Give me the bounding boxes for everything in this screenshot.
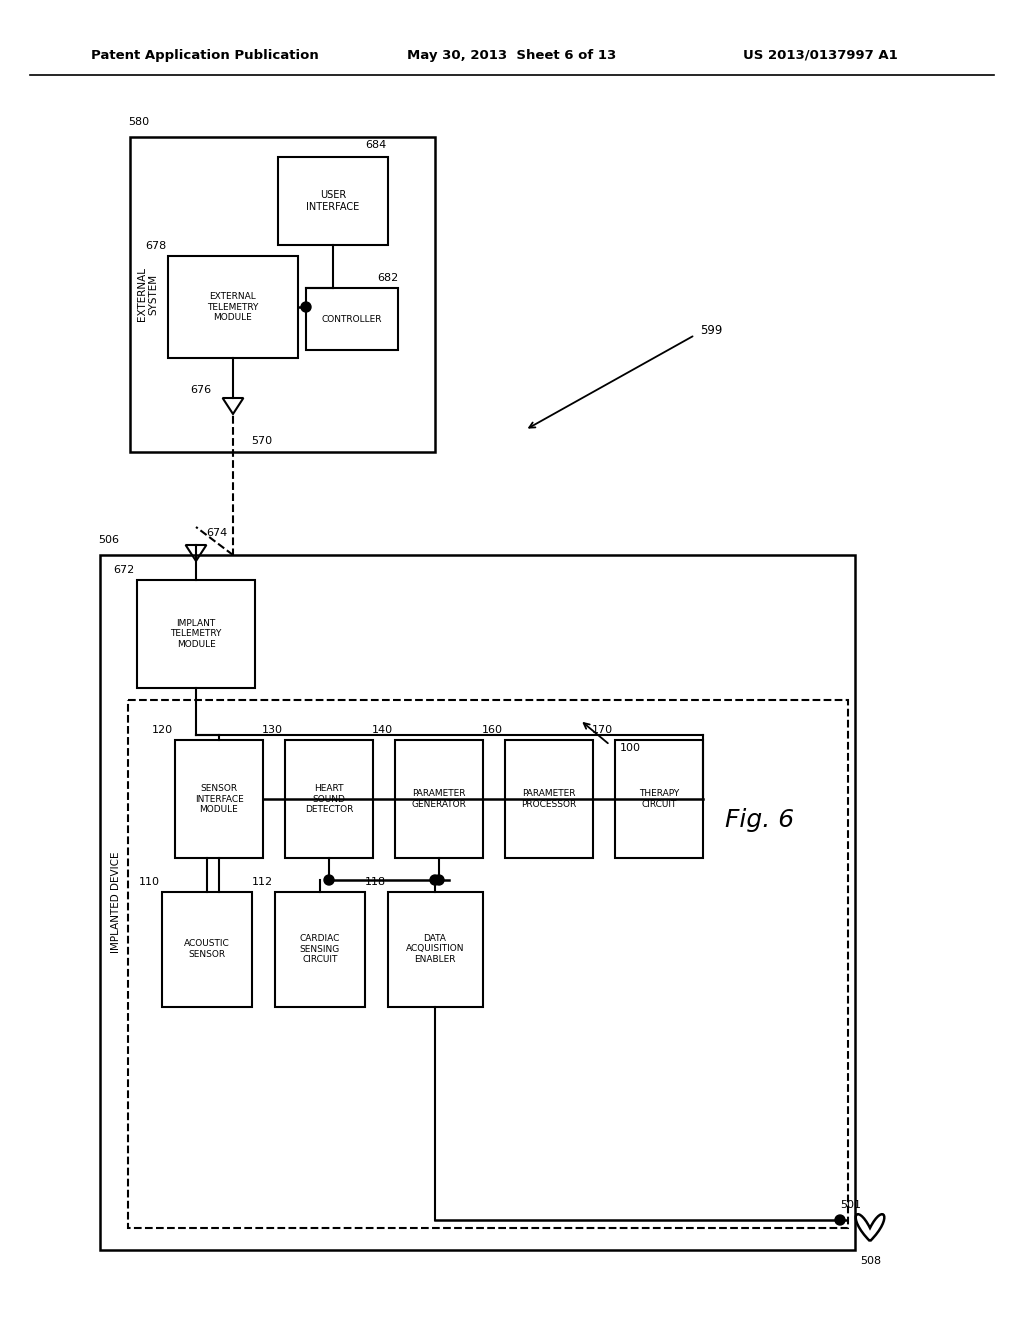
Text: May 30, 2013  Sheet 6 of 13: May 30, 2013 Sheet 6 of 13	[408, 49, 616, 62]
Bar	[275, 892, 365, 1007]
Text: IMPLANT
TELEMETRY
MODULE: IMPLANT TELEMETRY MODULE	[170, 619, 221, 649]
Bar	[128, 700, 848, 1228]
Text: Patent Application Publication: Patent Application Publication	[91, 49, 318, 62]
Text: 684: 684	[365, 140, 386, 150]
Text: 570: 570	[251, 436, 272, 446]
Text: 672: 672	[114, 565, 135, 576]
Bar	[278, 157, 388, 246]
Text: 110: 110	[139, 876, 160, 887]
Bar	[388, 892, 483, 1007]
Bar	[130, 137, 435, 451]
Bar	[285, 741, 373, 858]
Bar	[395, 741, 483, 858]
Text: 580: 580	[128, 117, 150, 127]
Circle shape	[835, 1214, 845, 1225]
Circle shape	[434, 875, 444, 884]
Text: 120: 120	[152, 725, 173, 735]
Text: 170: 170	[592, 725, 613, 735]
Bar	[615, 741, 703, 858]
Bar	[306, 288, 398, 350]
Bar	[137, 579, 255, 688]
Circle shape	[301, 302, 311, 312]
Text: CONTROLLER: CONTROLLER	[322, 314, 382, 323]
Text: 599: 599	[700, 323, 722, 337]
Text: 130: 130	[262, 725, 283, 735]
Text: ACOUSTIC
SENSOR: ACOUSTIC SENSOR	[184, 940, 229, 958]
Text: 508: 508	[860, 1257, 881, 1266]
Bar	[100, 554, 855, 1250]
Text: 140: 140	[372, 725, 393, 735]
Circle shape	[430, 875, 440, 884]
Bar	[168, 256, 298, 358]
Text: USER
INTERFACE: USER INTERFACE	[306, 190, 359, 211]
Bar	[505, 741, 593, 858]
Text: CARDIAC
SENSING
CIRCUIT: CARDIAC SENSING CIRCUIT	[300, 935, 340, 964]
Text: THERAPY
CIRCUIT: THERAPY CIRCUIT	[639, 789, 679, 809]
Text: 112: 112	[252, 876, 273, 887]
Text: US 2013/0137997 A1: US 2013/0137997 A1	[742, 49, 897, 62]
Text: IMPLANTED DEVICE: IMPLANTED DEVICE	[111, 851, 121, 953]
Circle shape	[324, 875, 334, 884]
Text: 118: 118	[365, 876, 386, 887]
Text: EXTERNAL
TELEMETRY
MODULE: EXTERNAL TELEMETRY MODULE	[207, 292, 259, 322]
Text: HEART
SOUND
DETECTOR: HEART SOUND DETECTOR	[305, 784, 353, 814]
Text: 682: 682	[377, 273, 398, 282]
Text: 676: 676	[189, 385, 211, 395]
Text: 506: 506	[98, 535, 119, 545]
Bar	[175, 741, 263, 858]
Text: 160: 160	[482, 725, 503, 735]
Text: 678: 678	[144, 242, 166, 251]
Text: Fig. 6: Fig. 6	[725, 808, 795, 832]
Text: PARAMETER
PROCESSOR: PARAMETER PROCESSOR	[521, 789, 577, 809]
Text: 674: 674	[206, 528, 227, 539]
Text: 100: 100	[620, 743, 641, 752]
Text: 501: 501	[840, 1200, 861, 1210]
Text: PARAMETER
GENERATOR: PARAMETER GENERATOR	[412, 789, 467, 809]
Bar	[162, 892, 252, 1007]
Text: DATA
ACQUISITION
ENABLER: DATA ACQUISITION ENABLER	[406, 935, 464, 964]
Text: SENSOR
INTERFACE
MODULE: SENSOR INTERFACE MODULE	[195, 784, 244, 814]
Text: EXTERNAL
SYSTEM: EXTERNAL SYSTEM	[137, 267, 159, 321]
